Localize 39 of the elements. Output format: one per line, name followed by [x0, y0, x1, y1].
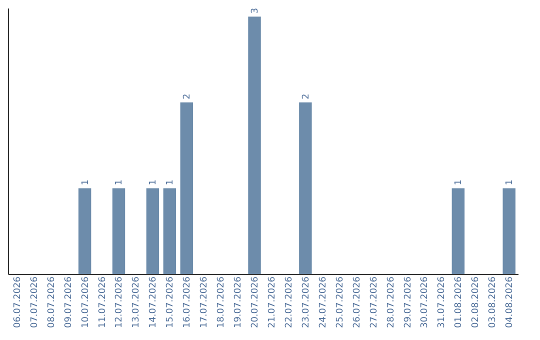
- x-tick-label: 07.07.2026: [30, 276, 40, 328]
- x-tick-label: 04.08.2026: [505, 276, 516, 328]
- x-tick-label: 13.07.2026: [132, 276, 142, 328]
- data-label: 1: [166, 179, 176, 186]
- x-tick-label: 25.07.2026: [335, 276, 346, 328]
- data-label: 2: [301, 94, 312, 100]
- x-tick-label: 03.08.2026: [488, 276, 498, 328]
- x-tick-label: 19.07.2026: [234, 276, 244, 328]
- x-tick-label: 24.07.2026: [318, 276, 328, 328]
- x-tick-label: 29.07.2026: [403, 276, 414, 328]
- x-tick-label: 31.07.2026: [437, 276, 448, 328]
- x-tick-label: 02.08.2026: [471, 276, 482, 328]
- x-tick-label: 16.07.2026: [182, 276, 193, 328]
- data-label: 1: [505, 179, 516, 186]
- data-label: 1: [114, 179, 125, 186]
- x-tick-label: 28.07.2026: [386, 276, 396, 328]
- x-tick-label: 11.07.2026: [98, 276, 108, 328]
- x-tick-label: 08.07.2026: [46, 276, 57, 328]
- data-label: 1: [80, 179, 91, 186]
- x-tick-label: 18.07.2026: [216, 276, 227, 328]
- x-tick-label: 21.07.2026: [267, 276, 278, 328]
- x-tick-label: 27.07.2026: [369, 276, 380, 328]
- x-tick-label: 30.07.2026: [420, 276, 430, 328]
- x-tick-label: 23.07.2026: [301, 276, 312, 328]
- x-tick-label: 22.07.2026: [284, 276, 294, 328]
- x-tick-label: 10.07.2026: [80, 276, 91, 328]
- x-tick-label: 12.07.2026: [114, 276, 125, 328]
- x-tick-label: 15.07.2026: [166, 276, 176, 328]
- data-label: 1: [454, 179, 464, 186]
- data-label: 2: [182, 94, 193, 100]
- x-tick-label: 26.07.2026: [352, 276, 362, 328]
- x-tick-label: 20.07.2026: [250, 276, 261, 328]
- data-label: 1: [148, 179, 159, 186]
- x-tick-label: 06.07.2026: [12, 276, 23, 328]
- x-tick-label: 01.08.2026: [454, 276, 464, 328]
- x-tick-label: 17.07.2026: [200, 276, 210, 328]
- x-tick-label: 14.07.2026: [148, 276, 159, 328]
- data-label: 3: [250, 8, 261, 14]
- x-tick-label: 09.07.2026: [64, 276, 74, 328]
